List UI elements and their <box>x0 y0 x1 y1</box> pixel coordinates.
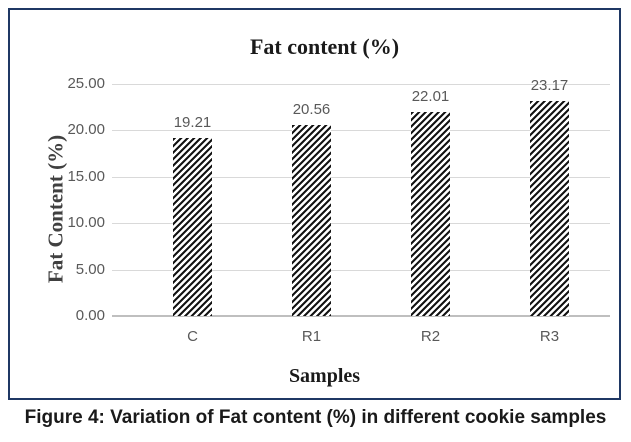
bar-R2 <box>411 111 450 316</box>
bar-C <box>173 137 212 316</box>
bar-R3 <box>530 100 569 316</box>
y-tick-label: 10.00 <box>67 214 105 232</box>
gridline <box>112 176 610 178</box>
y-tick-label: 15.00 <box>67 167 105 185</box>
x-tick-label: R1 <box>301 328 322 345</box>
chart-title: Fat content (%) <box>249 34 400 59</box>
y-tick-label: 20.00 <box>67 121 105 139</box>
gridline <box>112 130 610 132</box>
x-tick-label: C <box>187 328 198 345</box>
bar-value-label: 22.01 <box>411 87 450 105</box>
x-axis-line <box>112 315 610 317</box>
gridline <box>112 269 610 271</box>
bar-value-label: 23.17 <box>530 76 569 94</box>
y-tick-label: 25.00 <box>67 75 105 92</box>
figure-caption: Figure 4: Variation of Fat content (%) i… <box>24 407 607 428</box>
x-tick-label: R3 <box>539 328 560 345</box>
y-tick-label: 0.00 <box>75 307 105 324</box>
bar-R1 <box>292 125 331 316</box>
chart-frame: Fat content (%) Fat Content (%) 19.21 20.… <box>8 8 621 400</box>
x-axis-title: Samples <box>288 365 361 387</box>
y-tick-label: 5.00 <box>75 260 105 278</box>
x-tick-label: R2 <box>420 328 441 345</box>
gridline <box>112 223 610 225</box>
bar-value-label: 20.56 <box>292 101 331 119</box>
gridline <box>112 84 610 85</box>
bar-value-label: 19.21 <box>173 113 212 131</box>
plot-area: 19.21 20.56 22.01 23.17 <box>112 77 610 317</box>
